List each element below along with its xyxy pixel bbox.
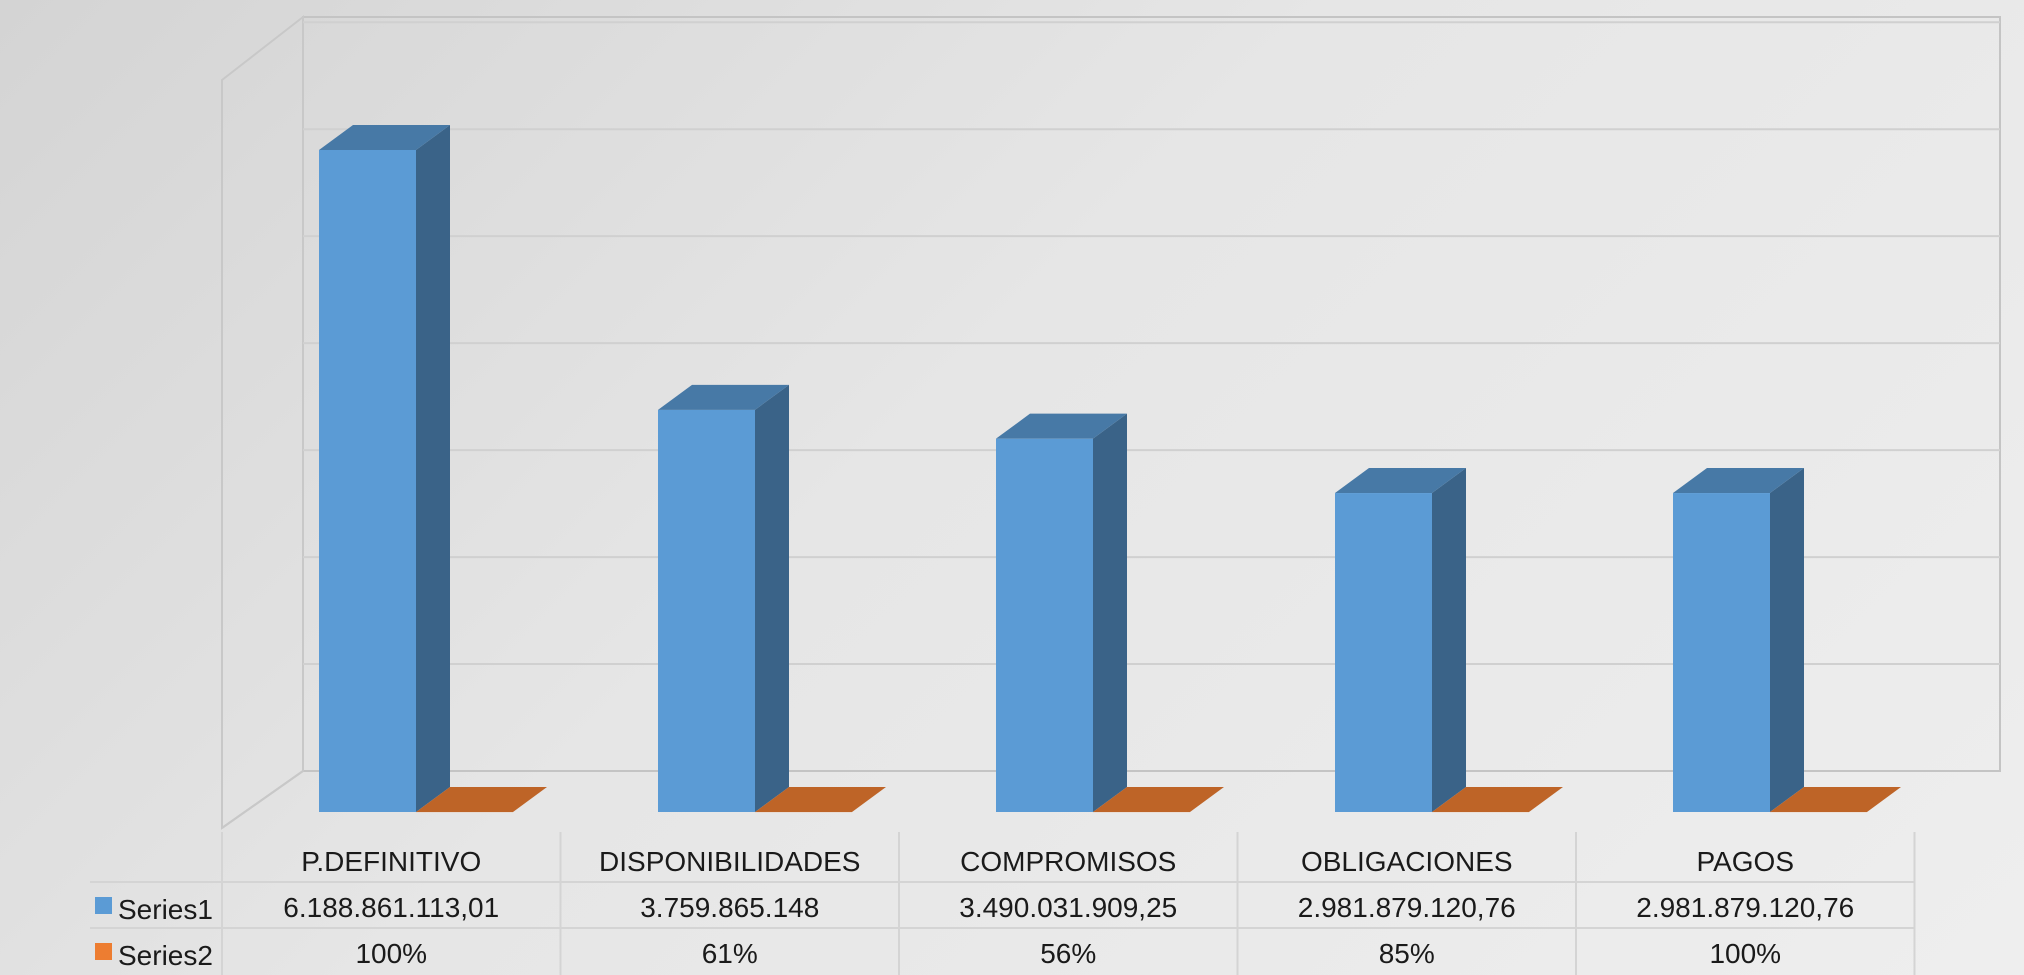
series2-value-label: 100% [1709, 938, 1782, 969]
series2-value-label: 61% [701, 938, 758, 969]
bar-series1-top-1 [658, 384, 789, 410]
series2-value-label: 100% [355, 938, 428, 969]
bar-series1-top-4 [1673, 468, 1804, 494]
category-label: OBLIGACIONES [1300, 846, 1513, 877]
bar-series1-side-0 [416, 125, 450, 812]
category-label: PAGOS [1696, 846, 1794, 877]
bar-series2-top-2 [1093, 787, 1224, 812]
bar-series2-top-3 [1432, 787, 1563, 812]
bar-series2-top-4 [1770, 787, 1901, 812]
bar-series1-side-3 [1432, 468, 1466, 812]
category-label: P.DEFINITIVO [301, 846, 482, 877]
series1-value-label: 3.490.031.909,25 [959, 892, 1178, 923]
series1-value-label: 3.759.865.148 [640, 892, 820, 923]
bar-series1-top-2 [996, 413, 1127, 439]
legend-label-series2: Series2 [118, 940, 213, 971]
legend-key-series2 [95, 943, 112, 960]
bar-series1-0 [319, 150, 416, 812]
side-wall [221, 14, 304, 830]
bar-series2-top-1 [755, 787, 886, 812]
floor-edge [221, 770, 304, 829]
series1-value-label: 2.981.879.120,76 [1297, 892, 1516, 923]
series1-value-label: 6.188.861.113,01 [283, 892, 500, 923]
series2-value-label: 56% [1040, 938, 1097, 969]
category-label: COMPROMISOS [960, 846, 1177, 877]
bar-series1-3 [1335, 493, 1432, 812]
bar-series1-top-0 [319, 125, 450, 150]
series1-value-label: 2.981.879.120,76 [1636, 892, 1855, 923]
bar-series1-2 [996, 438, 1093, 812]
bar-series1-top-3 [1335, 468, 1466, 494]
bar-series1-4 [1673, 493, 1770, 812]
bar-series1-side-1 [755, 384, 789, 812]
legend-label-series1: Series1 [118, 894, 213, 925]
bar-series1-1 [658, 409, 755, 812]
bar-series2-top-0 [416, 787, 547, 812]
category-label: DISPONIBILIDADES [599, 846, 861, 877]
series2-value-label: 85% [1378, 938, 1435, 969]
bar-series1-side-4 [1770, 468, 1804, 812]
legend-key-series1 [95, 897, 112, 914]
bar-series1-side-2 [1093, 413, 1127, 812]
